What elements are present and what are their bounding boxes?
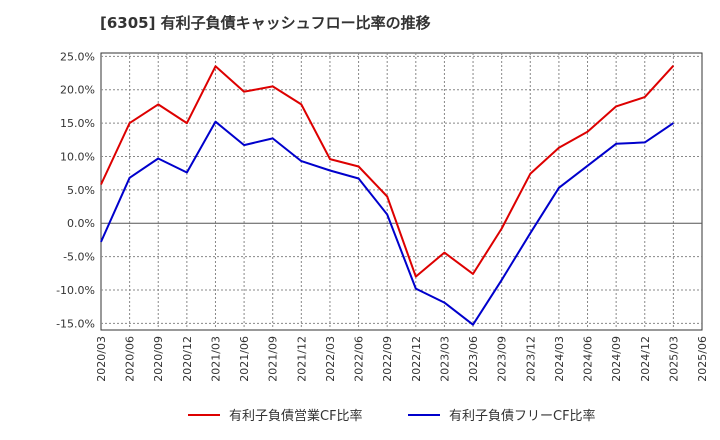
y-tick-label: 15.0%	[60, 117, 95, 130]
x-tick-label: 2024/03	[553, 336, 566, 382]
x-tick-label: 2024/06	[582, 336, 595, 382]
x-tick-label: 2022/03	[324, 336, 337, 382]
legend-label: 有利子負債フリーCF比率	[449, 408, 596, 424]
x-tick-label: 2023/06	[467, 336, 480, 382]
y-tick-label: 5.0%	[67, 184, 95, 197]
plot-area	[100, 52, 703, 331]
x-tick-label: 2023/12	[524, 336, 537, 382]
x-axis-ticks: 2020/03 2020/06 2020/09 2020/12 2021/03 2021/…	[95, 336, 709, 382]
x-tick-label: 2021/03	[209, 336, 222, 382]
x-tick-label: 2024/12	[639, 336, 652, 382]
y-tick-label: 25.0%	[60, 50, 95, 63]
x-tick-label: 2022/12	[410, 336, 423, 382]
x-tick-label: 2020/09	[152, 336, 165, 382]
y-axis-ticks: 25.0% 20.0% 15.0% 10.0% 5.0% 0.0% -5.0% -10.0% -…	[56, 50, 95, 330]
x-tick-label: 2021/06	[238, 336, 251, 382]
y-tick-label: -5.0%	[63, 251, 95, 264]
series-line-1	[100, 65, 675, 278]
y-tick-label: -10.0%	[56, 284, 95, 297]
y-tick-label: -15.0%	[56, 317, 95, 330]
x-tick-label: 2021/12	[295, 336, 308, 382]
x-tick-label: 2021/09	[267, 336, 280, 382]
x-tick-label: 2020/06	[124, 336, 137, 382]
legend: 有利子負債営業CF比率 有利子負債フリーCF比率	[188, 408, 596, 424]
x-tick-label: 2024/09	[610, 336, 623, 382]
y-tick-label: 0.0%	[67, 217, 95, 230]
grid	[100, 52, 703, 331]
legend-label: 有利子負債営業CF比率	[229, 408, 363, 424]
x-tick-label: 2023/03	[438, 336, 451, 382]
series-lines	[100, 65, 675, 326]
y-tick-label: 20.0%	[60, 84, 95, 97]
x-tick-label: 2020/03	[95, 336, 108, 382]
x-tick-label: 2022/06	[353, 336, 366, 382]
x-tick-label: 2025/06	[696, 336, 709, 382]
x-tick-label: 2020/12	[181, 336, 194, 382]
x-tick-label: 2023/09	[496, 336, 509, 382]
x-tick-label: 2022/09	[381, 336, 394, 382]
series-line-2	[100, 120, 674, 326]
y-tick-label: 10.0%	[60, 150, 95, 163]
x-tick-label: 2025/03	[667, 336, 680, 382]
chart-title: [6305] 有利子負債キャッシュフロー比率の推移	[100, 14, 431, 32]
